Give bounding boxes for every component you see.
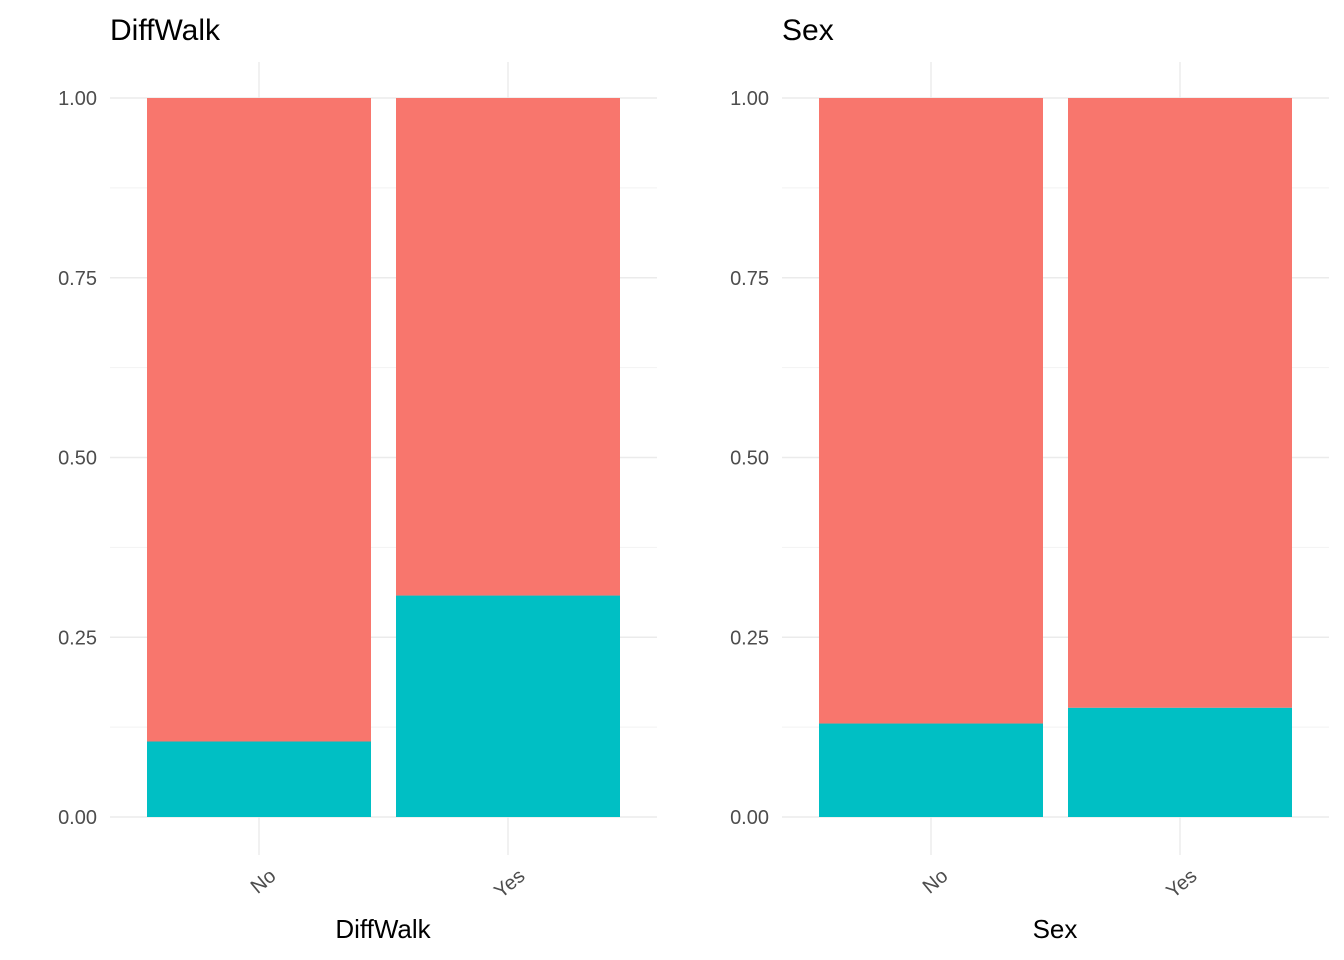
x-axis-title: Sex — [1033, 914, 1078, 944]
y-tick-label: 0.25 — [730, 627, 769, 649]
bar-segment — [147, 98, 371, 742]
chart-panel-diffwalk: DiffWalk 0.00 0.25 0.50 0.75 1.00 No Yes Diff… — [58, 14, 657, 944]
y-tick-label: 0.50 — [730, 448, 769, 470]
chart-title: DiffWalk — [110, 14, 221, 47]
bar-segment — [147, 741, 371, 817]
y-tick-label: 1.00 — [730, 88, 769, 110]
y-tick-label: 0.75 — [58, 268, 97, 290]
y-tick-label: 0.25 — [58, 627, 97, 649]
bar-segment — [396, 595, 620, 817]
bar-segment — [819, 98, 1043, 724]
x-tick-label: No — [919, 865, 953, 898]
bar-segment — [1068, 98, 1292, 708]
x-axis-title: DiffWalk — [335, 914, 431, 944]
y-tick-label: 0.75 — [730, 268, 769, 290]
chart-title: Sex — [782, 14, 834, 47]
x-tick-label: No — [247, 865, 281, 898]
x-tick-label: Yes — [1162, 865, 1201, 903]
y-tick-label: 0.50 — [58, 448, 97, 470]
bar-segment — [396, 98, 620, 596]
y-tick-label: 1.00 — [58, 88, 97, 110]
bar-segment — [819, 723, 1043, 817]
chart-panel-sex: Sex 0.00 0.25 0.50 0.75 1.00 No Yes Sex — [730, 14, 1329, 944]
y-tick-label: 0.00 — [58, 807, 97, 829]
bar-segment — [1068, 707, 1292, 817]
x-tick-label: Yes — [490, 865, 529, 903]
y-tick-label: 0.00 — [730, 807, 769, 829]
